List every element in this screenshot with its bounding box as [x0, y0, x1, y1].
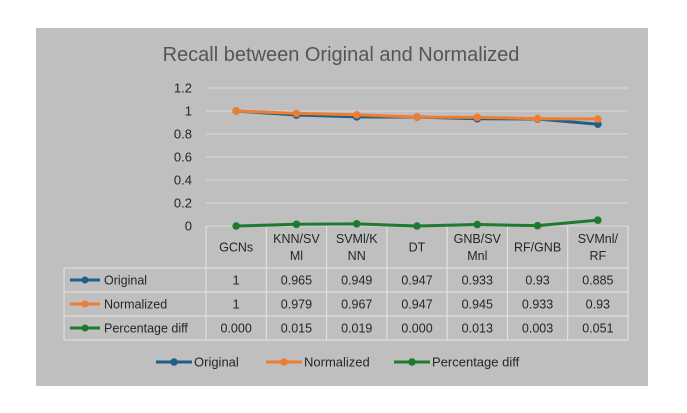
y-tick-label: 0.2: [174, 196, 192, 211]
table-row-name: Normalized: [104, 298, 167, 312]
y-tick-label: 0.8: [174, 127, 192, 142]
category-label: GNB/SV: [454, 232, 502, 246]
table-row-key-marker: [81, 276, 89, 284]
table-cell-value: 0.979: [281, 298, 312, 312]
table-cell-value: 0.945: [462, 298, 493, 312]
table-cell-value: 0.015: [281, 322, 312, 336]
table-cell-value: 0.933: [462, 274, 493, 288]
data-table: GCNs KNN/SV Ml SVMl/K NN DT GNB/SV Mnl RF/GNB SVM…: [63, 226, 629, 341]
series-normalized: [232, 107, 602, 123]
table-cell-value: 0.000: [221, 322, 252, 336]
y-tick-label: 0: [185, 219, 192, 234]
category-label: NN: [348, 249, 366, 263]
legend-key-marker: [280, 358, 288, 366]
table-cell-value: 0.93: [525, 274, 549, 288]
gridlines: [206, 87, 628, 227]
data-point: [413, 222, 421, 230]
category-label: KNN/SV: [273, 232, 320, 246]
category-label: DT: [409, 241, 426, 255]
category-label: GCNs: [219, 241, 253, 255]
category-label: Ml: [290, 249, 303, 263]
data-point: [292, 220, 301, 229]
table-cell-value: 0.947: [401, 274, 432, 288]
legend-label: Normalized: [304, 355, 370, 370]
y-axis-ticks: 0 0.2 0.4 0.6 0.8 1 1.2: [174, 81, 192, 234]
table-cell-value: 0.965: [281, 274, 312, 288]
series-lines: [232, 107, 602, 230]
table-cell-value: 0.019: [341, 322, 372, 336]
table-cell-value: 0.967: [341, 298, 372, 312]
y-tick-label: 0.4: [174, 173, 192, 188]
legend-entry: Original: [156, 355, 239, 370]
y-tick-label: 1: [185, 104, 192, 119]
data-point: [232, 107, 240, 115]
recall-line-chart: Recall between Original and Normalized 0…: [63, 44, 629, 370]
table-cell-value: 1: [233, 274, 240, 288]
legend-label: Percentage diff: [432, 355, 520, 370]
legend-label: Original: [194, 355, 239, 370]
data-point: [594, 216, 602, 224]
table-cell-value: 0.000: [401, 322, 432, 336]
table-row-key-marker: [81, 324, 89, 332]
category-label: RF: [590, 249, 607, 263]
data-point: [292, 109, 301, 118]
series-percentage-diff: [232, 216, 602, 230]
data-point: [533, 221, 542, 230]
table-cell-value: 0.003: [522, 322, 553, 336]
table-cell-value: 0.885: [582, 274, 613, 288]
category-label: Mnl: [467, 249, 487, 263]
legend-entry: Normalized: [266, 355, 370, 370]
chart-title: Recall between Original and Normalized: [163, 44, 520, 66]
category-label: SVMl/K: [336, 232, 378, 246]
legend-entry: Percentage diff: [394, 355, 520, 370]
data-point: [352, 220, 361, 228]
legend-key-marker: [170, 358, 178, 366]
data-point: [232, 222, 240, 230]
data-point: [473, 113, 482, 122]
y-tick-label: 0.6: [174, 150, 192, 165]
data-point: [594, 115, 602, 123]
data-point: [352, 110, 361, 119]
data-point: [473, 220, 482, 229]
table-row-name: Original: [104, 274, 147, 288]
table-cell-value: 0.051: [582, 322, 613, 336]
table-row-name: Percentage diff: [104, 322, 188, 336]
category-label: RF/GNB: [514, 241, 561, 255]
y-tick-label: 1.2: [174, 81, 192, 96]
table-row-key-marker: [81, 300, 89, 308]
table-cell-value: 0.949: [341, 274, 372, 288]
chart-area: Recall between Original and Normalized 0…: [36, 28, 648, 386]
data-point: [413, 113, 421, 121]
table-cell-value: 0.933: [522, 298, 553, 312]
table-cell-value: 0.93: [586, 298, 610, 312]
table-cell-value: 0.013: [462, 322, 493, 336]
legend-key-marker: [408, 358, 416, 366]
category-label: SVMnl/: [578, 232, 619, 246]
data-point: [533, 114, 542, 123]
table-cell-value: 1: [233, 298, 240, 312]
legend: Original Normalized Percentage diff: [156, 355, 520, 370]
table-cell-value: 0.947: [401, 298, 432, 312]
